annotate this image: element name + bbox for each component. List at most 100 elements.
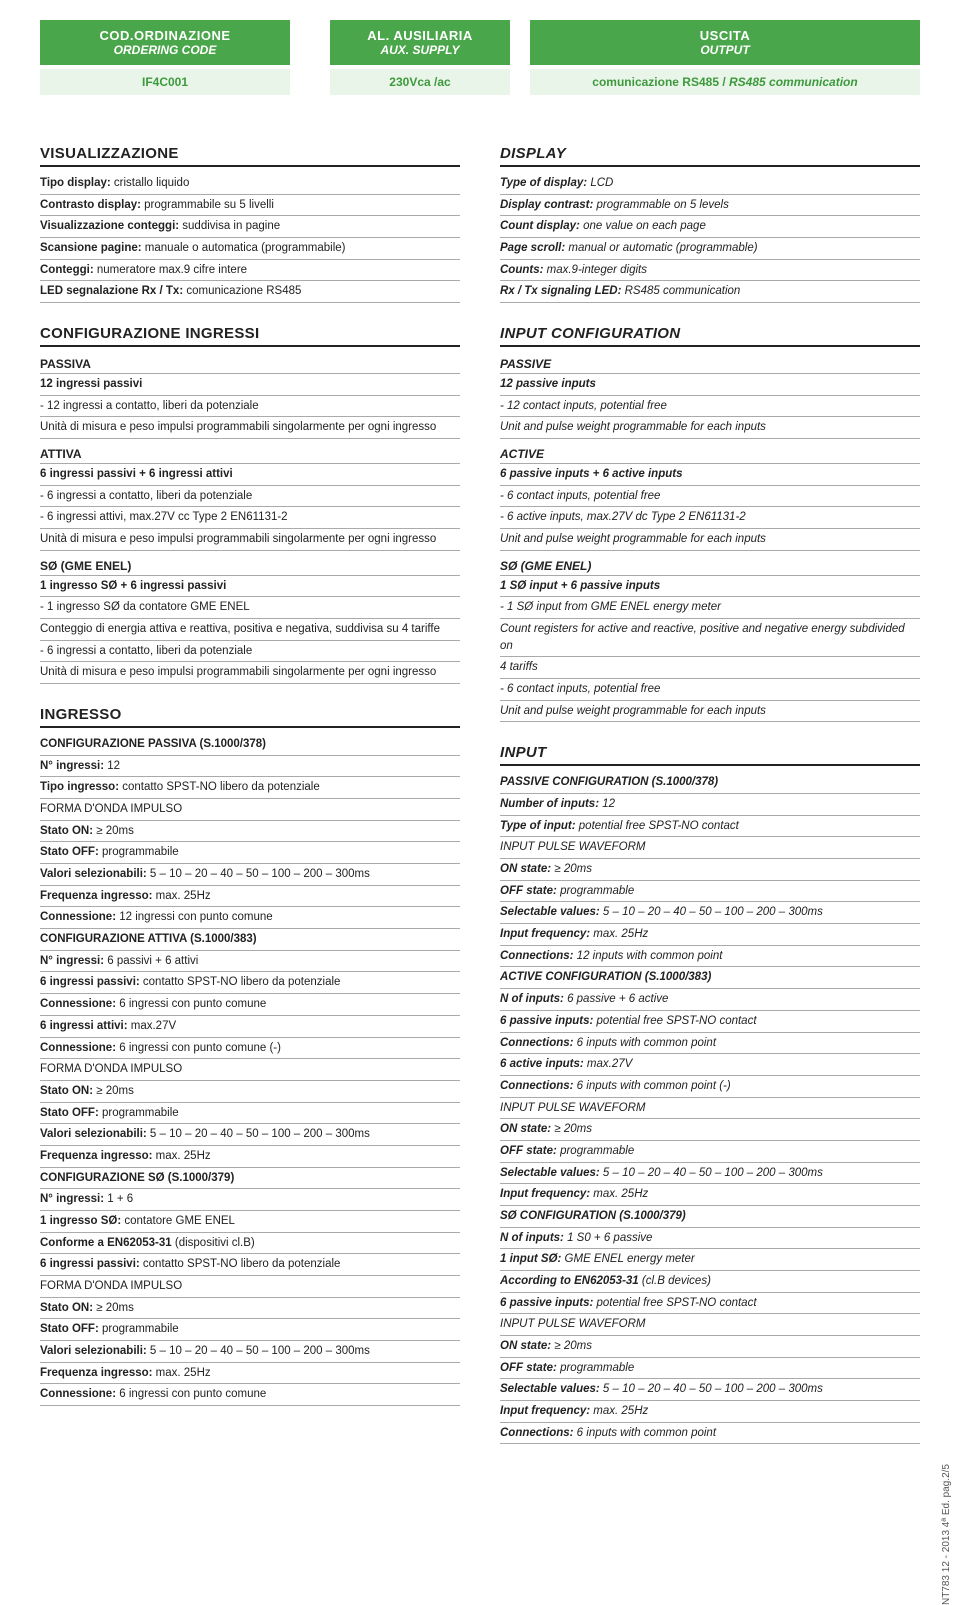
spec-line: Frequenza ingresso: max. 25Hz: [40, 1146, 460, 1168]
section-visualizzazione-rows: Tipo display: cristallo liquidoContrasto…: [40, 173, 460, 303]
spec-line: CONFIGURAZIONE PASSIVA (S.1000/378): [40, 734, 460, 756]
spec-line: Number of inputs: 12: [500, 794, 920, 816]
spec-line: 1 input SØ: GME ENEL energy meter: [500, 1249, 920, 1271]
spec-subheading: PASSIVA: [40, 353, 460, 374]
section-config-title-it: CONFIGURAZIONE INGRESSI: [40, 325, 460, 347]
spec-line: Counts: max.9-integer digits: [500, 260, 920, 282]
spec-line: N° ingressi: 6 passivi + 6 attivi: [40, 951, 460, 973]
spec-line: Frequenza ingresso: max. 25Hz: [40, 1363, 460, 1385]
section-ingresso-rows-it: CONFIGURAZIONE PASSIVA (S.1000/378) N° in…: [40, 734, 460, 1406]
spec-line: 6 ingressi passivi + 6 ingressi attivi: [40, 464, 460, 486]
spec-line: Connessione: 6 ingressi con punto comune: [40, 1384, 460, 1406]
spec-line: ON state: ≥ 20ms: [500, 859, 920, 881]
spec-line: FORMA D'ONDA IMPULSO: [40, 1059, 460, 1081]
spec-line: - 12 contact inputs, potential free: [500, 396, 920, 418]
spec-line: OFF state: programmable: [500, 1358, 920, 1380]
section-config-title-en: INPUT CONFIGURATION: [500, 325, 920, 347]
spec-line: Input frequency: max. 25Hz: [500, 924, 920, 946]
spec-line: Valori selezionabili: 5 – 10 – 20 – 40 –…: [40, 1124, 460, 1146]
header-aux-en: AUX. SUPPLY: [340, 43, 500, 57]
spec-line: - 1 SØ input from GME ENEL energy meter: [500, 597, 920, 619]
spec-line: PASSIVE CONFIGURATION (S.1000/378): [500, 772, 920, 794]
spec-line: Connections: 6 inputs with common point: [500, 1033, 920, 1055]
spec-line: Connections: 6 inputs with common point …: [500, 1076, 920, 1098]
spec-line: Selectable values: 5 – 10 – 20 – 40 – 50…: [500, 1163, 920, 1185]
header-aux-it: AL. AUSILIARIA: [340, 28, 500, 43]
subheader-code: IF4C001: [40, 69, 290, 95]
spec-line: Stato ON: ≥ 20ms: [40, 1081, 460, 1103]
column-english: DISPLAY Type of display: LCDDisplay cont…: [500, 123, 920, 1444]
spec-line: Selectable values: 5 – 10 – 20 – 40 – 50…: [500, 902, 920, 924]
spec-line: Unit and pulse weight programmable for e…: [500, 529, 920, 551]
section-ingresso-title-it: INGRESSO: [40, 706, 460, 728]
spec-line: LED segnalazione Rx / Tx: comunicazione …: [40, 281, 460, 303]
header-code-en: ORDERING CODE: [50, 43, 280, 57]
spec-line: Tipo ingresso: contatto SPST-NO libero d…: [40, 777, 460, 799]
spec-line: Connessione: 6 ingressi con punto comune: [40, 994, 460, 1016]
spec-line: SØ CONFIGURATION (S.1000/379): [500, 1206, 920, 1228]
spec-subheading: SØ (GME ENEL): [40, 555, 460, 576]
spec-line: N of inputs: 6 passive + 6 active: [500, 989, 920, 1011]
spec-line: Type of input: potential free SPST-NO co…: [500, 816, 920, 838]
spec-line: Input frequency: max. 25Hz: [500, 1401, 920, 1423]
spec-line: Page scroll: manual or automatic (progra…: [500, 238, 920, 260]
section-display-title: DISPLAY: [500, 145, 920, 167]
spec-line: Scansione pagine: manuale o automatica (…: [40, 238, 460, 260]
spec-line: Contrasto display: programmabile su 5 li…: [40, 195, 460, 217]
spec-line: FORMA D'ONDA IMPULSO: [40, 1276, 460, 1298]
spec-line: N of inputs: 1 S0 + 6 passive: [500, 1228, 920, 1250]
header-ordering-code: COD.ORDINAZIONE ORDERING CODE: [40, 20, 290, 65]
spec-line: - 6 ingressi a contatto, liberi da poten…: [40, 486, 460, 508]
spec-line: Selectable values: 5 – 10 – 20 – 40 – 50…: [500, 1379, 920, 1401]
header-output: USCITA OUTPUT: [530, 20, 920, 65]
spec-line: OFF state: programmable: [500, 881, 920, 903]
spec-line: ON state: ≥ 20ms: [500, 1119, 920, 1141]
section-visualizzazione-title: VISUALIZZAZIONE: [40, 145, 460, 167]
spec-line: INPUT PULSE WAVEFORM: [500, 1314, 920, 1336]
spec-line: Stato OFF: programmabile: [40, 1319, 460, 1341]
spec-line: Display contrast: programmable on 5 leve…: [500, 195, 920, 217]
spec-line: Connessione: 12 ingressi con punto comun…: [40, 907, 460, 929]
spec-line: Visualizzazione conteggi: suddivisa in p…: [40, 216, 460, 238]
section-input-rows-en: PASSIVE CONFIGURATION (S.1000/378)Number…: [500, 772, 920, 1444]
subheader-out-en: RS485 communication: [729, 75, 858, 89]
spec-line: N° ingressi: 1 + 6: [40, 1189, 460, 1211]
header-row: COD.ORDINAZIONE ORDERING CODE AL. AUSILI…: [40, 20, 920, 65]
spec-line: Conteggi: numeratore max.9 cifre intere: [40, 260, 460, 282]
header-aux-supply: AL. AUSILIARIA AUX. SUPPLY: [330, 20, 510, 65]
datasheet-page: COD.ORDINAZIONE ORDERING CODE AL. AUSILI…: [0, 0, 960, 1484]
spec-line: According to EN62053-31 (cl.B devices): [500, 1271, 920, 1293]
spec-line: 6 passive inputs: potential free SPST-NO…: [500, 1293, 920, 1315]
spec-line: Stato OFF: programmabile: [40, 842, 460, 864]
spec-line: Connections: 12 inputs with common point: [500, 946, 920, 968]
spec-line: Unità di misura e peso impulsi programma…: [40, 417, 460, 439]
spec-line: 6 ingressi attivi: max.27V: [40, 1016, 460, 1038]
subheader-code-value: IF4C001: [142, 75, 188, 89]
content-columns: VISUALIZZAZIONE Tipo display: cristallo …: [40, 123, 920, 1444]
spec-line: Unit and pulse weight programmable for e…: [500, 417, 920, 439]
spec-line: Unit and pulse weight programmable for e…: [500, 701, 920, 723]
spec-line: 1 ingresso SØ + 6 ingressi passivi: [40, 576, 460, 598]
spec-line: - 1 ingresso SØ da contatore GME ENEL: [40, 597, 460, 619]
spec-line: Tipo display: cristallo liquido: [40, 173, 460, 195]
spec-line: Stato ON: ≥ 20ms: [40, 1298, 460, 1320]
section-display-rows: Type of display: LCDDisplay contrast: pr…: [500, 173, 920, 303]
spec-line: 1 SØ input + 6 passive inputs: [500, 576, 920, 598]
spec-line: CONFIGURAZIONE ATTIVA (S.1000/383): [40, 929, 460, 951]
spec-line: Conteggio di energia attiva e reattiva, …: [40, 619, 460, 641]
spec-line: CONFIGURAZIONE SØ (S.1000/379): [40, 1168, 460, 1190]
subheader-out-it: comunicazione RS485 /: [592, 75, 729, 89]
spec-line: - 12 ingressi a contatto, liberi da pote…: [40, 396, 460, 418]
spec-line: Frequenza ingresso: max. 25Hz: [40, 886, 460, 908]
spec-line: ON state: ≥ 20ms: [500, 1336, 920, 1358]
spec-line: 6 passive inputs + 6 active inputs: [500, 464, 920, 486]
spec-line: Count display: one value on each page: [500, 216, 920, 238]
spec-line: Rx / Tx signaling LED: RS485 communicati…: [500, 281, 920, 303]
spec-line: 6 active inputs: max.27V: [500, 1054, 920, 1076]
spec-subheading: ACTIVE: [500, 443, 920, 464]
spec-line: Connessione: 6 ingressi con punto comune…: [40, 1038, 460, 1060]
section-input-title-en: INPUT: [500, 744, 920, 766]
spec-line: Valori selezionabili: 5 – 10 – 20 – 40 –…: [40, 864, 460, 886]
spec-line: 6 passive inputs: potential free SPST-NO…: [500, 1011, 920, 1033]
spec-line: Stato OFF: programmabile: [40, 1103, 460, 1125]
